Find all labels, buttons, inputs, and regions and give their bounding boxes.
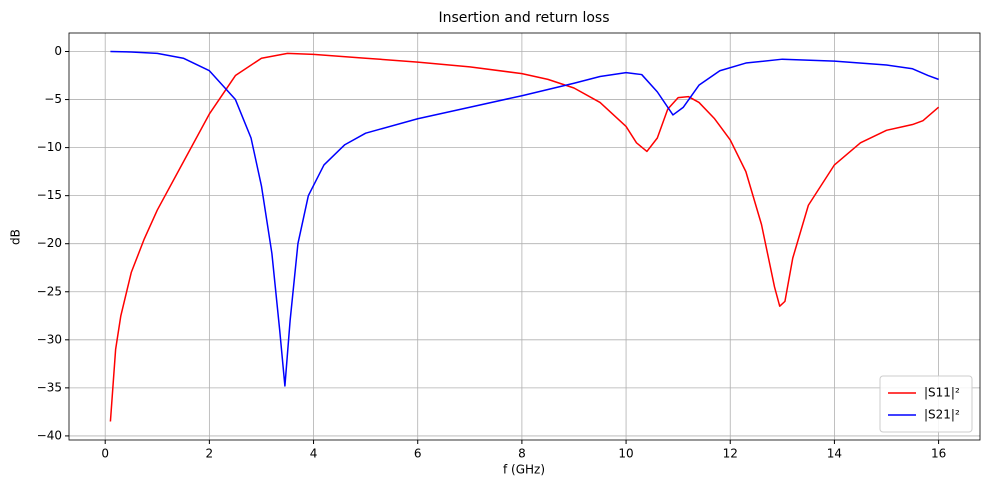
y-tick-label: −10: [37, 140, 62, 154]
x-tick-label: 14: [827, 447, 842, 461]
x-tick-label: 12: [723, 447, 738, 461]
x-tick-label: 4: [310, 447, 318, 461]
legend-label: |S11|²: [924, 386, 960, 400]
series-line: [110, 50, 939, 387]
series-line: [109, 52, 940, 422]
y-tick-label: −15: [37, 188, 62, 202]
legend-box: [879, 375, 973, 433]
y-tick-label: −5: [44, 92, 62, 106]
legend-label: |S21|²: [924, 408, 960, 422]
y-axis-label: dB: [9, 229, 23, 245]
y-tick-label: −40: [37, 428, 62, 442]
y-tick-label: −30: [37, 332, 62, 346]
x-tick-label: 0: [101, 447, 109, 461]
x-tick-label: 8: [518, 447, 526, 461]
chart-title: Insertion and return loss: [438, 10, 609, 26]
y-tick-label: −35: [37, 380, 62, 394]
y-tick-label: 0: [54, 44, 62, 58]
x-axis-label: f (GHz): [503, 463, 545, 477]
x-tick-label: 10: [618, 447, 633, 461]
plot-frame: [68, 32, 981, 441]
y-tick-label: −20: [37, 236, 62, 250]
x-tick-label: 16: [931, 447, 946, 461]
y-tick-label: −25: [37, 284, 62, 298]
x-tick-label: 6: [414, 447, 422, 461]
x-tick-label: 2: [206, 447, 214, 461]
